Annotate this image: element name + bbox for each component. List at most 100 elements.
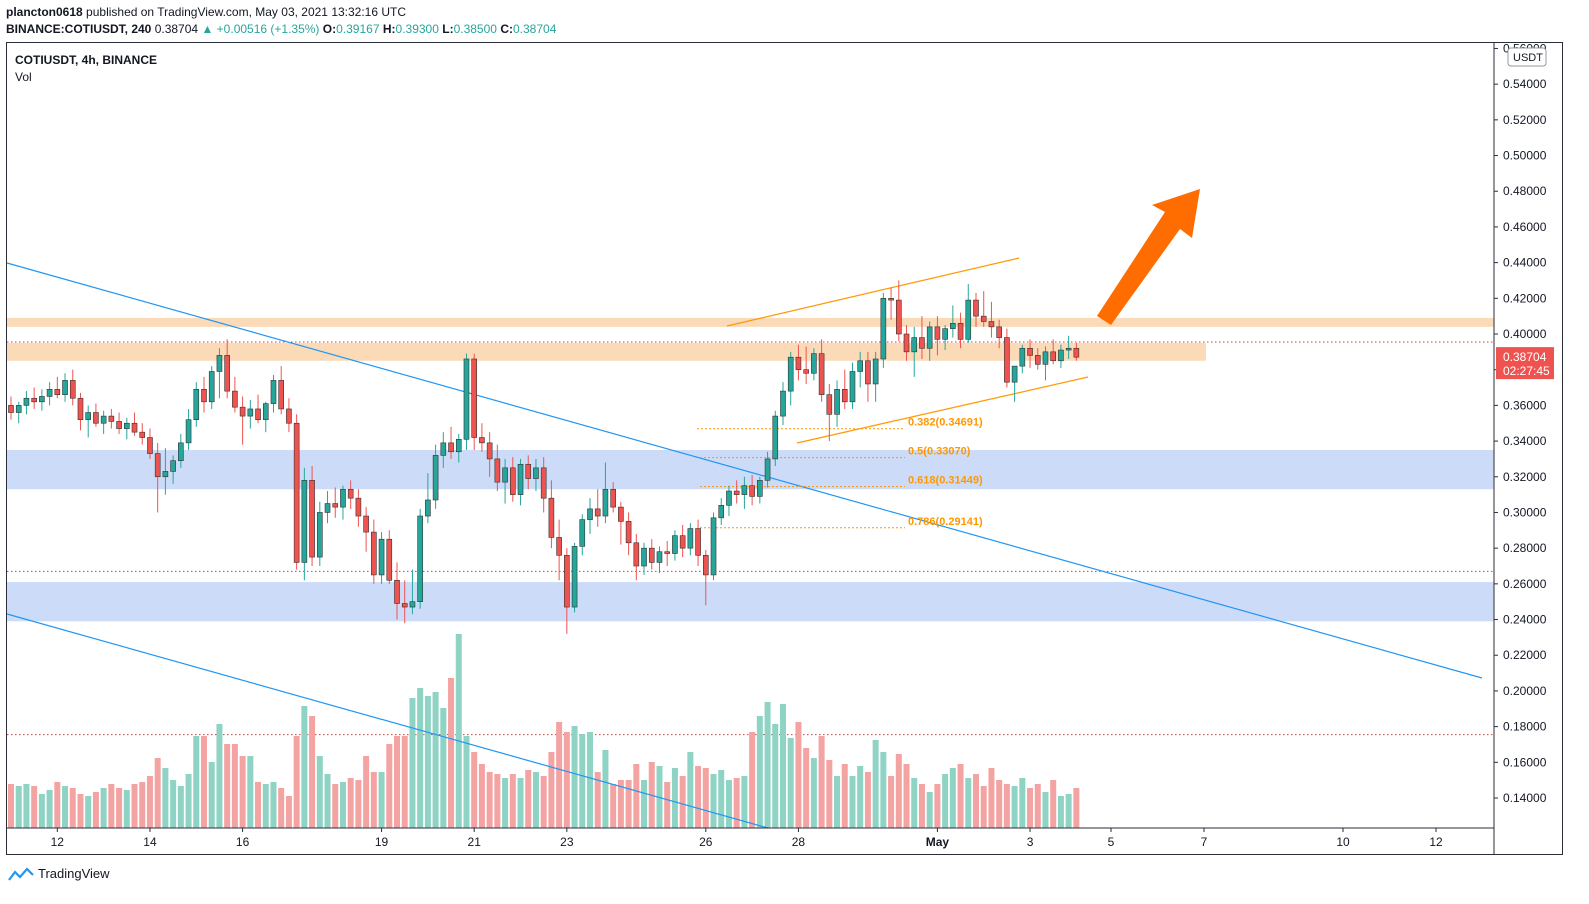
tradingview-footer[interactable]: TradingView bbox=[8, 866, 110, 881]
time-tick-label: 21 bbox=[468, 835, 482, 849]
candle-body bbox=[772, 415, 779, 460]
candle-body bbox=[811, 353, 817, 374]
volume-bar bbox=[332, 784, 339, 828]
volume-bar bbox=[1034, 784, 1041, 828]
volume-bar bbox=[872, 740, 879, 828]
volume-bar bbox=[1019, 778, 1026, 828]
candle-body bbox=[726, 490, 732, 506]
volume-bar bbox=[988, 768, 995, 828]
time-tick-label: 12 bbox=[51, 835, 65, 849]
volume-bar bbox=[424, 696, 431, 828]
fib-level-label: 0.618(0.31449) bbox=[908, 475, 983, 487]
time-tick-label: 16 bbox=[236, 835, 250, 849]
fib-level-label: 0.382(0.34691) bbox=[908, 417, 983, 429]
countdown-value: 02:27:45 bbox=[1503, 364, 1550, 378]
high-value: 0.39300 bbox=[395, 22, 439, 36]
volume-bar bbox=[540, 776, 547, 828]
candle-body bbox=[147, 437, 153, 454]
volume-bar bbox=[965, 778, 972, 828]
volume-bar bbox=[146, 776, 153, 828]
candle-body bbox=[162, 471, 169, 478]
volume-bar bbox=[664, 782, 671, 828]
volume-bar bbox=[347, 778, 354, 828]
volume-bar bbox=[216, 724, 223, 828]
channel-upper-line[interactable] bbox=[726, 257, 1020, 327]
candle-body bbox=[69, 380, 76, 399]
candle-body bbox=[517, 463, 524, 495]
candle-body bbox=[957, 322, 964, 340]
candle-body bbox=[996, 326, 1002, 338]
price-tick-label: 0.16000 bbox=[1503, 755, 1547, 769]
volume-bar bbox=[679, 776, 686, 828]
candle-body bbox=[679, 535, 686, 549]
candle-body bbox=[926, 326, 933, 349]
descending-trendline-upper[interactable] bbox=[6, 262, 1483, 679]
volume-bar bbox=[440, 708, 447, 828]
price-tick-label: 0.36000 bbox=[1503, 398, 1547, 412]
volume-bar bbox=[370, 772, 377, 828]
candle-body bbox=[988, 321, 995, 328]
price-tick-label: 0.26000 bbox=[1503, 577, 1547, 591]
volume-bar bbox=[1027, 788, 1034, 828]
candle-body bbox=[857, 360, 864, 372]
candle-body bbox=[85, 412, 91, 420]
candle-body bbox=[432, 455, 439, 501]
channel-lower-line[interactable] bbox=[796, 376, 1089, 444]
candle-body bbox=[1034, 355, 1041, 365]
up-arrow-icon: ▲ bbox=[201, 22, 214, 36]
currency-badge[interactable] bbox=[1507, 47, 1547, 67]
price-tick-label: 0.52000 bbox=[1503, 113, 1547, 127]
candle-body bbox=[1004, 337, 1010, 383]
time-tick-label: 5 bbox=[1108, 835, 1115, 849]
candle-body bbox=[93, 412, 99, 424]
volume-bar bbox=[69, 788, 76, 828]
time-tick-label: 7 bbox=[1201, 835, 1208, 849]
volume-bar bbox=[502, 778, 509, 828]
candle-body bbox=[293, 422, 300, 563]
descending-trendline-lower[interactable] bbox=[6, 613, 769, 829]
volume-bar bbox=[247, 756, 254, 828]
candle-body bbox=[942, 328, 948, 340]
volume-bar bbox=[517, 778, 524, 828]
candle-body bbox=[193, 389, 200, 420]
volume-bar bbox=[509, 774, 516, 828]
volume-bar bbox=[749, 732, 756, 828]
candle-body bbox=[834, 389, 840, 415]
price-tick-label: 0.20000 bbox=[1503, 684, 1547, 698]
volume-bar bbox=[339, 782, 346, 828]
price-tick-label: 0.32000 bbox=[1503, 470, 1547, 484]
candle-body bbox=[610, 488, 616, 508]
candle-body bbox=[23, 397, 30, 406]
candle-body bbox=[270, 380, 277, 404]
candle-body bbox=[533, 467, 539, 479]
volume-bar bbox=[641, 780, 648, 828]
volume-bar bbox=[401, 736, 408, 828]
volume-bar bbox=[255, 782, 262, 828]
price-tick-label: 0.40000 bbox=[1503, 327, 1547, 341]
zone-resistance-upper bbox=[7, 317, 1494, 327]
volume-bar bbox=[602, 750, 609, 828]
volume-bar bbox=[633, 764, 640, 828]
time-tick-label: 26 bbox=[699, 835, 713, 849]
candle-body bbox=[425, 499, 431, 517]
candle-body bbox=[448, 442, 454, 453]
candle-body bbox=[494, 458, 501, 483]
candle-body bbox=[62, 380, 68, 395]
last-price: 0.38704 bbox=[154, 22, 199, 36]
currency-badge-label: USDT bbox=[1513, 52, 1543, 64]
candle-body bbox=[255, 408, 261, 420]
volume-bar bbox=[525, 770, 532, 828]
volume-bar bbox=[1003, 784, 1010, 828]
volume-bar bbox=[116, 788, 123, 828]
chart-frame[interactable] bbox=[6, 42, 1563, 855]
volume-bar bbox=[463, 736, 470, 828]
volume-bar bbox=[378, 772, 385, 828]
price-change: +0.00516 (+1.35%) bbox=[216, 22, 320, 36]
candle-body bbox=[618, 506, 624, 522]
publish-info: plancton0618 published on TradingView.co… bbox=[6, 5, 406, 19]
volume-bar bbox=[46, 790, 53, 828]
candle-body bbox=[764, 458, 771, 481]
volume-bar bbox=[903, 764, 910, 828]
time-tick-label: 14 bbox=[143, 835, 157, 849]
